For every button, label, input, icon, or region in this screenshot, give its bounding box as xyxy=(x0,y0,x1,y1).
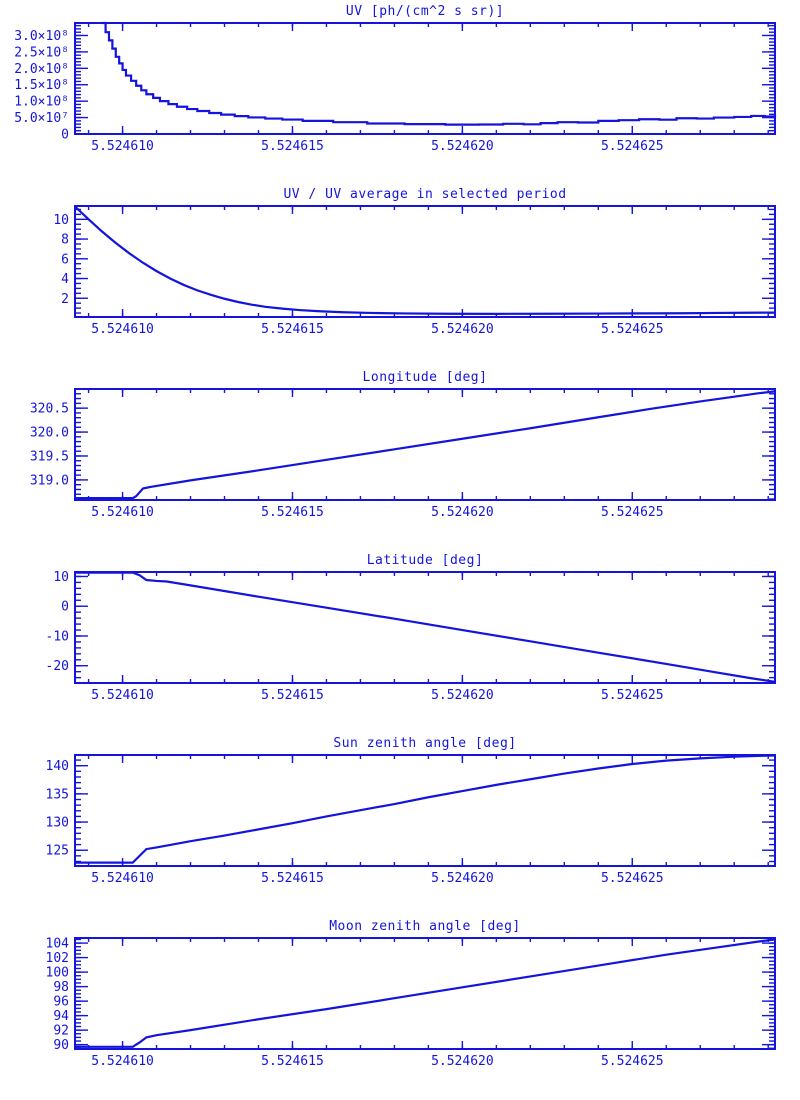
uv-plot: 5.524610 5.524615 5.524620 5.524625 0 5.0×10⁷… xyxy=(14,21,777,154)
x-tick-label: 5.524620 xyxy=(431,688,494,703)
data-line xyxy=(75,938,776,1048)
data-line xyxy=(75,571,776,683)
x-tick-label: 5.524620 xyxy=(431,139,494,154)
x-tick-label: 5.524610 xyxy=(91,322,154,337)
x-tick-label: 5.524625 xyxy=(601,505,664,520)
x-tick-label: 5.524620 xyxy=(431,322,494,337)
x-tick-label: 5.524610 xyxy=(91,139,154,154)
x-tick-label: 5.524620 xyxy=(431,871,494,886)
data-line xyxy=(102,21,777,126)
chart-panel-longitude: 5.524610 5.524615 5.524620 5.524625 319.0 319… xyxy=(0,366,800,549)
y-tick-label: 135 xyxy=(46,787,69,802)
x-tick-label: 5.524625 xyxy=(601,322,664,337)
x-tick-label: 5.524615 xyxy=(261,322,324,337)
y-tick-label: 140 xyxy=(46,759,69,774)
y-tick-label: 98 xyxy=(53,980,69,995)
y-tick-label: 4 xyxy=(61,272,69,287)
y-tick-label: -10 xyxy=(46,629,69,644)
chart-title-uv-ratio: UV / UV average in selected period xyxy=(283,187,567,202)
x-tick-label: 5.524620 xyxy=(431,505,494,520)
y-tick-label: 2 xyxy=(61,292,69,307)
data-line xyxy=(74,205,776,315)
x-tick-label: 5.524615 xyxy=(261,505,324,520)
x-tick-label: 5.524625 xyxy=(601,1054,664,1069)
y-tick-label: 320.0 xyxy=(30,426,69,441)
data-line xyxy=(75,390,776,500)
x-tick-label: 5.524615 xyxy=(261,1054,324,1069)
chart-title-uv: UV [ph/(cm^2 s sr)] xyxy=(345,4,505,19)
y-tick-label: 5.0×10⁷ xyxy=(14,111,69,126)
x-tick-label: 5.524615 xyxy=(261,688,324,703)
x-tick-label: 5.524620 xyxy=(431,1054,494,1069)
y-tick-label: 1.0×10⁸ xyxy=(14,95,69,110)
longitude-plot: 5.524610 5.524615 5.524620 5.524625 319.0 319… xyxy=(30,388,776,520)
plot-frame xyxy=(74,571,776,684)
x-tick-label: 5.524625 xyxy=(601,139,664,154)
x-tick-label: 5.524610 xyxy=(91,1054,154,1069)
y-tick-label: 6 xyxy=(61,252,69,267)
chart-panel-uv: 5.524610 5.524615 5.524620 5.524625 0 5.0×10⁷… xyxy=(0,0,800,183)
y-tick-label: 10 xyxy=(53,213,69,228)
chart-title-moon-zenith: Moon zenith angle [deg] xyxy=(329,919,521,934)
y-tick-label: 319.5 xyxy=(30,449,69,464)
y-tick-label: 100 xyxy=(46,966,69,981)
y-tick-label: 2.0×10⁸ xyxy=(14,62,69,77)
x-tick-label: 5.524615 xyxy=(261,139,324,154)
y-tick-label: 130 xyxy=(46,816,69,831)
x-tick-label: 5.524610 xyxy=(91,871,154,886)
chart-title-longitude: Longitude [deg] xyxy=(362,370,488,385)
x-tick-label: 5.524610 xyxy=(91,505,154,520)
y-tick-label: 320.5 xyxy=(30,402,69,417)
latitude-plot: 5.524610 5.524615 5.524620 5.524625 -20 -10 0 1… xyxy=(46,570,776,703)
y-tick-label: 0 xyxy=(61,128,69,143)
y-tick-label: 104 xyxy=(46,937,70,952)
x-tick-label: 5.524625 xyxy=(601,688,664,703)
plot-frame xyxy=(74,22,776,135)
y-tick-label: 96 xyxy=(53,995,69,1010)
y-tick-label: 3.0×10⁸ xyxy=(14,29,69,44)
x-tick-label: 5.524615 xyxy=(261,871,324,886)
y-tick-label: 94 xyxy=(53,1009,69,1024)
y-tick-label: 90 xyxy=(53,1038,69,1053)
chart-panel-uv-ratio: 5.524610 5.524615 5.524620 5.524625 2 4 6 8 10 U… xyxy=(0,183,800,366)
plot-frame xyxy=(74,388,776,501)
plot-frame xyxy=(74,754,776,867)
chart-panel-sun-zenith: 5.524610 5.524615 5.524620 5.524625 125 130 13… xyxy=(0,732,800,915)
chart-panel-latitude: 5.524610 5.524615 5.524620 5.524625 -20 -10 0 1… xyxy=(0,549,800,732)
y-tick-label: 1.5×10⁸ xyxy=(14,78,69,93)
plot-frame xyxy=(74,205,776,318)
chart-title-sun-zenith: Sun zenith angle [deg] xyxy=(333,736,517,751)
chart-panel-moon-zenith: 5.524610 5.524615 5.524620 5.524625 90 92 94 96… xyxy=(0,915,800,1098)
sun-zenith-plot: 5.524610 5.524615 5.524620 5.524625 125 130 13… xyxy=(46,754,776,886)
y-tick-label: 319.0 xyxy=(30,473,69,488)
y-tick-label: 92 xyxy=(53,1024,69,1039)
y-tick-label: 125 xyxy=(46,844,69,859)
x-tick-label: 5.524625 xyxy=(601,871,664,886)
y-tick-label: 102 xyxy=(46,951,69,966)
y-tick-label: 2.5×10⁸ xyxy=(14,45,69,60)
data-line xyxy=(75,754,776,864)
y-tick-label: -20 xyxy=(46,659,69,674)
y-tick-label: 10 xyxy=(53,570,69,585)
moon-zenith-plot: 5.524610 5.524615 5.524620 5.524625 90929496… xyxy=(46,937,776,1069)
chart-title-latitude: Latitude [deg] xyxy=(366,553,484,568)
y-tick-label: 8 xyxy=(61,233,69,248)
uv-ratio-plot: 5.524610 5.524615 5.524620 5.524625 2 4 6 8 10 xyxy=(53,205,776,337)
x-tick-label: 5.524610 xyxy=(91,688,154,703)
y-tick-label: 0 xyxy=(61,600,69,615)
